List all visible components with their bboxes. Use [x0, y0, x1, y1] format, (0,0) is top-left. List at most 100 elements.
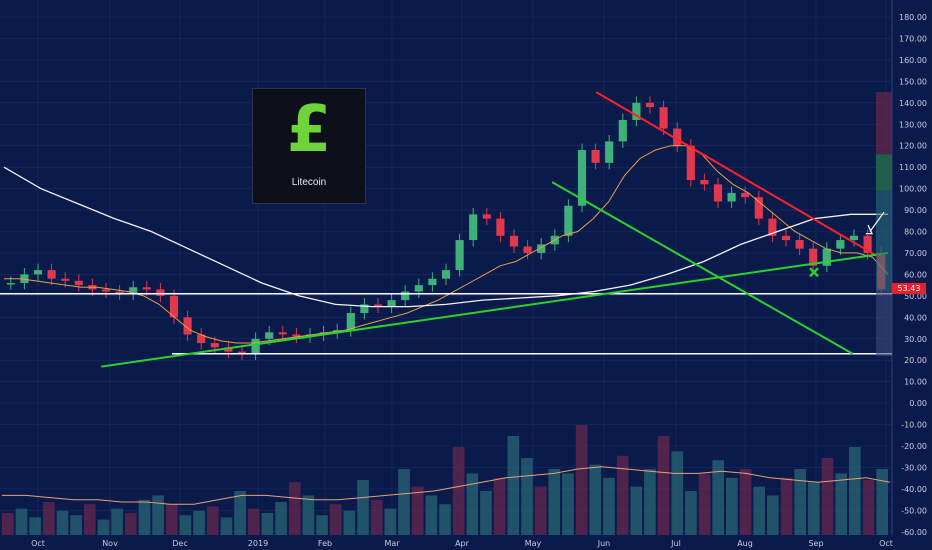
candle-body [414, 285, 423, 292]
volume-bar [507, 436, 520, 535]
volume-bar [685, 491, 697, 535]
volume-bar [206, 506, 219, 535]
time-tick-label: Apr [455, 539, 470, 548]
candle-body [224, 347, 233, 352]
candle-body [781, 235, 791, 241]
price-tick-label: 120.00 [899, 142, 927, 151]
time-tick-label: Jun [597, 539, 611, 548]
candle-body [401, 291, 410, 301]
volume-bar [876, 469, 888, 535]
candle-body [673, 128, 682, 146]
volume-bar [726, 477, 738, 535]
volume-bars [2, 425, 891, 535]
candle-body [713, 184, 723, 202]
candle-body [346, 313, 355, 331]
candle-body [183, 317, 192, 335]
candle-body [169, 295, 179, 318]
candle-body [618, 119, 627, 142]
candle-body [47, 270, 56, 279]
price-tick-label: 140.00 [899, 99, 927, 108]
price-tick-label: 80.00 [904, 228, 927, 237]
last-price-tag: 53.43 [892, 283, 926, 294]
candle-body [822, 248, 831, 266]
price-tick-label: 110.00 [899, 163, 927, 172]
volume-bar [671, 451, 684, 535]
price-tick-label: 70.00 [904, 249, 927, 258]
candle-body [537, 244, 546, 253]
candle-body [686, 145, 695, 181]
price-tick-label: 0.00 [909, 399, 927, 408]
time-tick-label: Dec [172, 539, 187, 548]
candle-body [496, 218, 505, 236]
candle-body [101, 289, 111, 292]
volume-bar [603, 477, 615, 535]
candle-body [292, 334, 301, 337]
volume-bar [15, 508, 28, 535]
volume-bar [398, 469, 410, 535]
range-box-bottom [876, 291, 892, 356]
time-tick-label: Oct [879, 539, 893, 548]
volume-bar [261, 513, 274, 535]
time-tick-label: May [525, 539, 542, 548]
volume-bar [343, 510, 356, 535]
time-tick-label: Feb [318, 539, 332, 548]
green-support-line [101, 251, 889, 368]
candle-body [700, 180, 709, 185]
candle-body [727, 192, 736, 202]
volume-bar [384, 508, 397, 535]
volume-bar [644, 469, 656, 535]
volume-bar [329, 504, 342, 535]
candle-body [373, 304, 383, 307]
ma-short-line [4, 145, 889, 344]
price-tick-label: 10.00 [904, 378, 927, 387]
price-tick-label: 180.00 [899, 13, 927, 22]
volume-bar [247, 508, 260, 535]
range-box-top [876, 92, 892, 155]
candle-body [741, 192, 750, 198]
price-tick-label: -60.00 [901, 528, 927, 537]
volume-bar [302, 495, 315, 535]
candle-body [156, 289, 165, 296]
volume-bar [480, 491, 492, 535]
moving-averages [3, 145, 889, 344]
volume-bar [780, 477, 793, 535]
litecoin-logo: £ Litecoin [252, 88, 366, 204]
candle-body [33, 270, 43, 275]
volume-bar [111, 508, 123, 535]
candle-body [115, 291, 124, 294]
volume-bar [452, 447, 465, 535]
volume-bar [97, 519, 110, 535]
time-axis: Oct Nov Dec 2019 Feb Mar Apr May Jun Jul Aug Sep Oct [31, 539, 893, 548]
arrow-head-icon [866, 224, 873, 235]
volume-bar [794, 469, 807, 535]
volume-bar [575, 425, 588, 535]
volume-bar [2, 513, 14, 535]
price-axis: 180.00 170.00 160.00 150.00 140.00 130.00 120.… [899, 13, 927, 537]
volume-bar [124, 513, 137, 535]
candle-body [6, 282, 15, 285]
volume-bar [234, 491, 246, 535]
time-tick-label: Jul [670, 539, 681, 548]
volume-bar [698, 473, 711, 535]
volume-bar [493, 477, 506, 535]
volume-bar [70, 515, 82, 535]
candle-body [754, 197, 763, 219]
grid-lines [0, 0, 893, 535]
candle-body [428, 278, 437, 286]
price-tick-label: 50.00 [904, 292, 927, 301]
volume-bar [425, 495, 438, 535]
volume-bar [562, 473, 574, 535]
volume-bar [589, 464, 602, 535]
volume-bar [357, 480, 369, 535]
candle-body [659, 107, 668, 129]
candle-body [795, 240, 804, 249]
candle-body [61, 278, 70, 281]
volume-bar [767, 495, 779, 535]
price-tick-label: 20.00 [904, 356, 927, 365]
candle-body [482, 214, 491, 219]
price-tick-label: -40.00 [901, 485, 927, 494]
volume-bar [316, 515, 328, 535]
symbol-name: Litecoin [291, 177, 327, 188]
